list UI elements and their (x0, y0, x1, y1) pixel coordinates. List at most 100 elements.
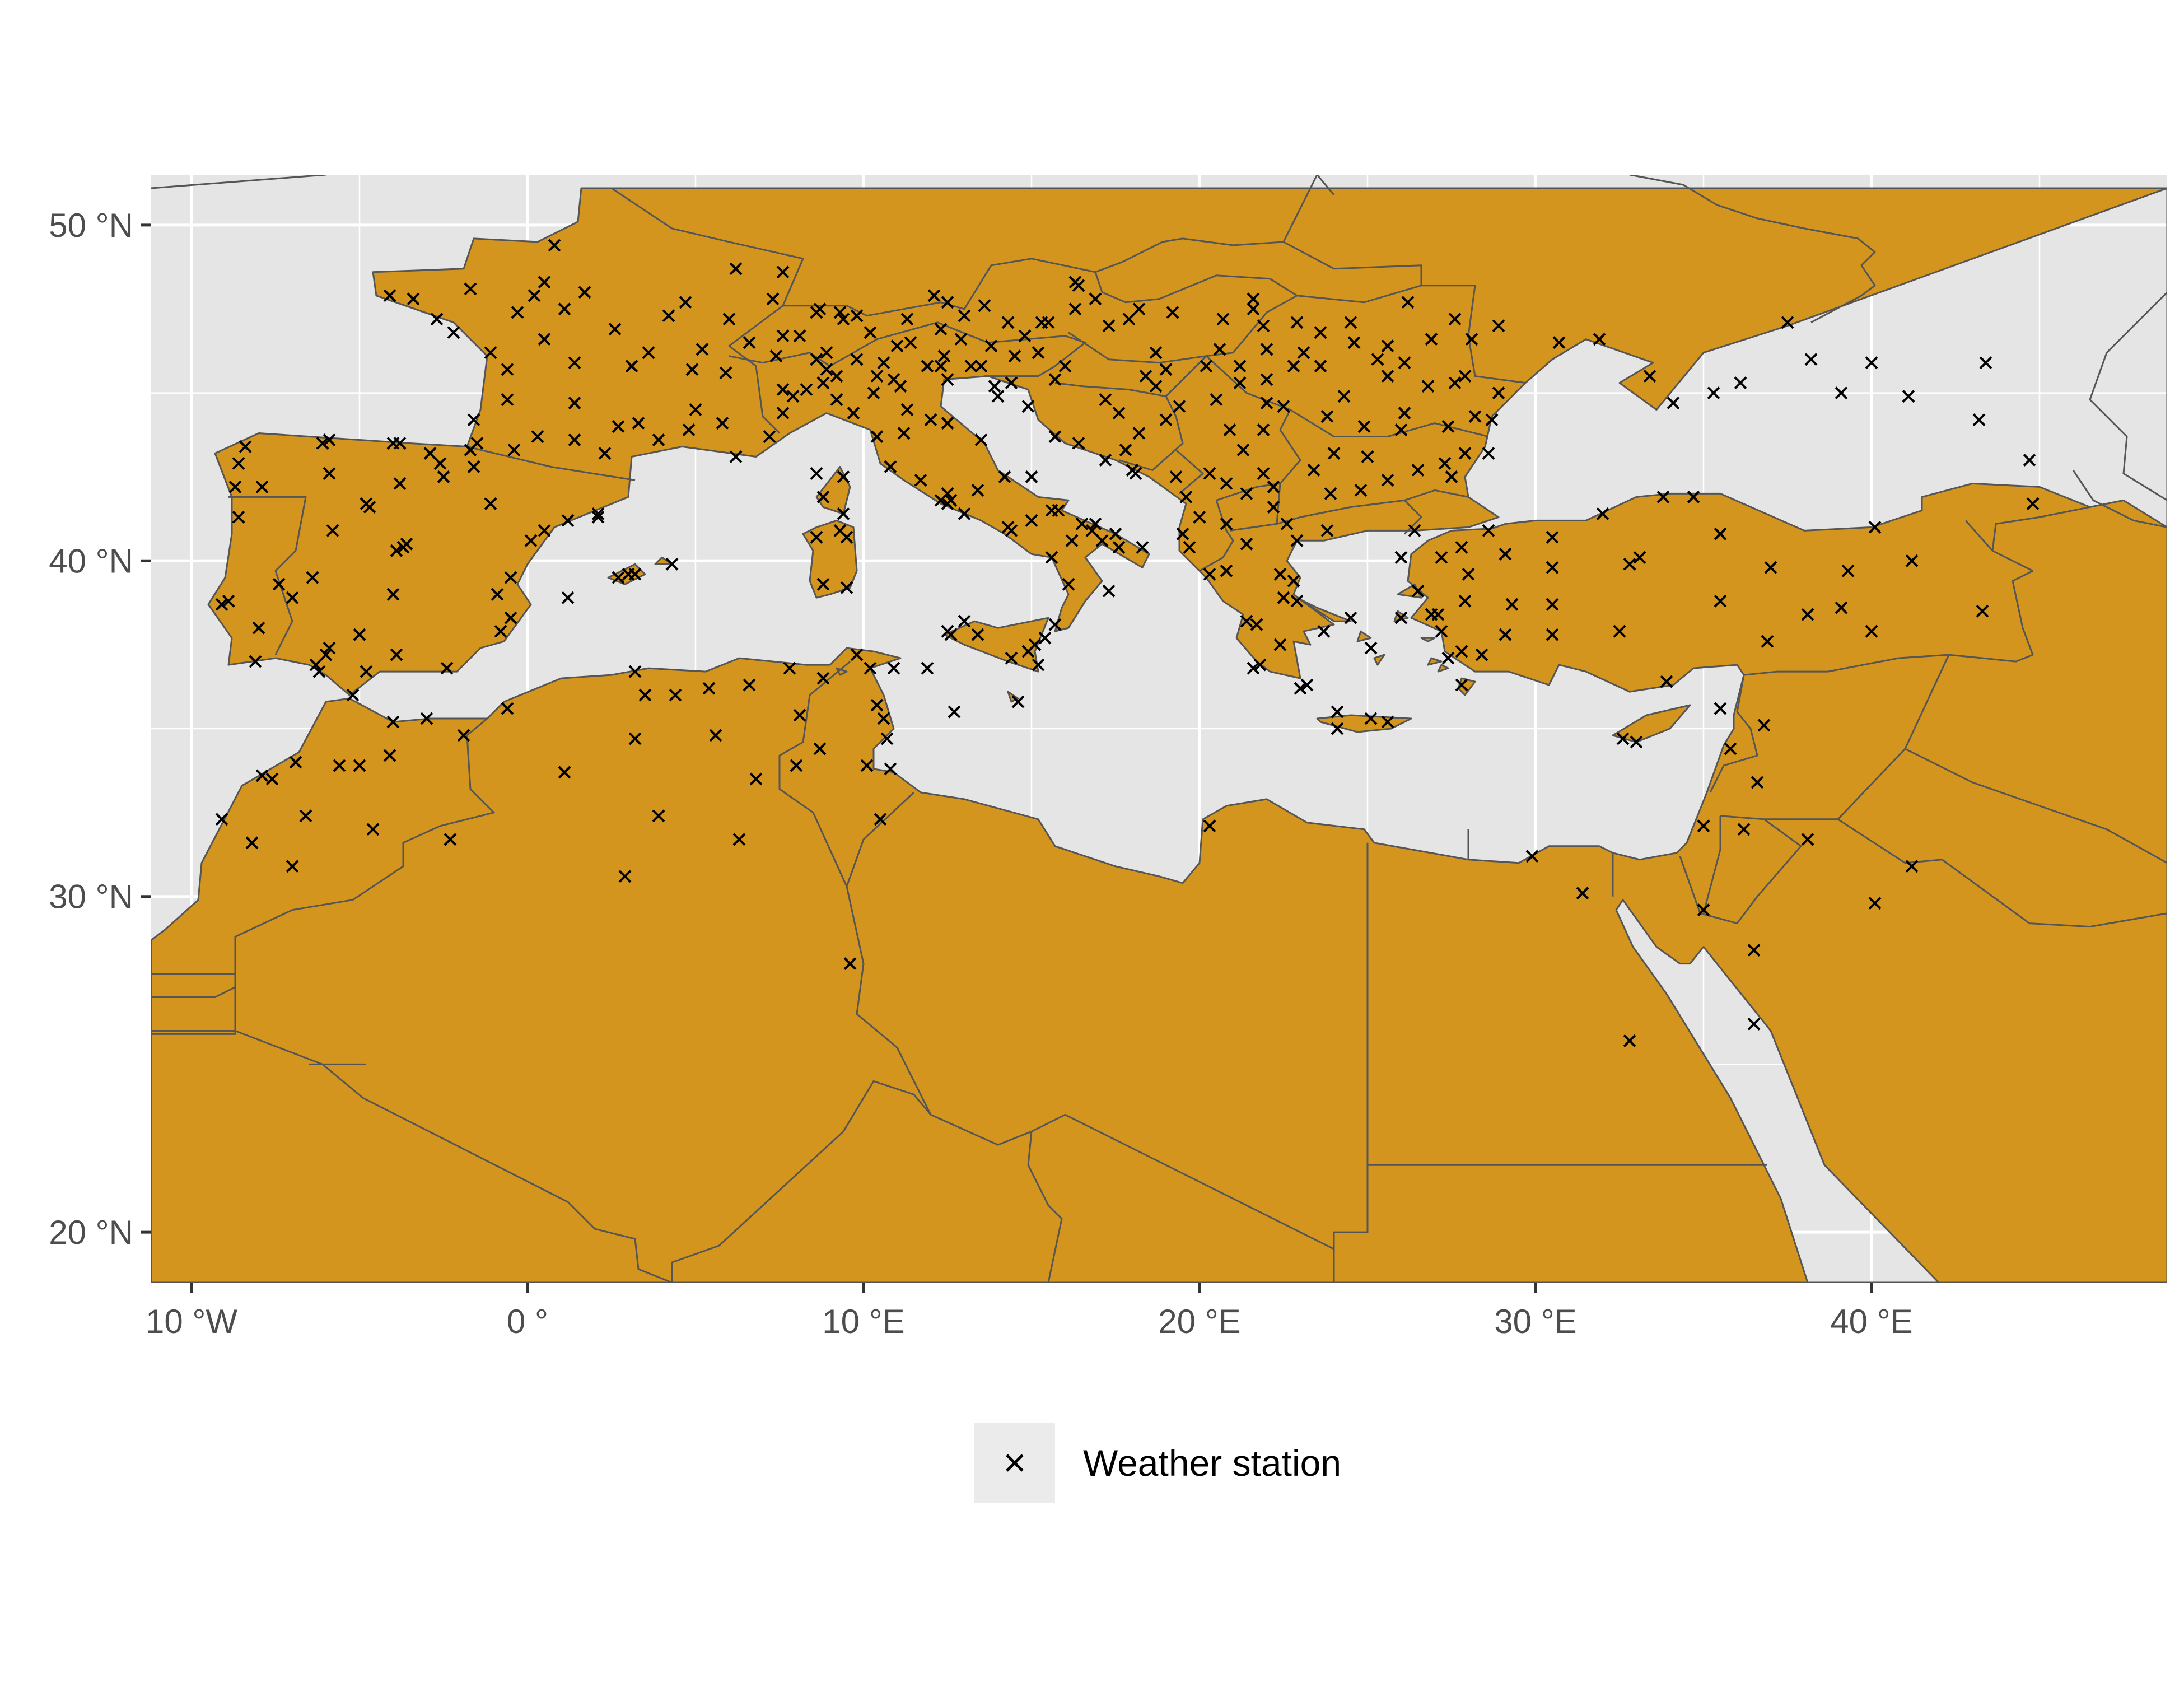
weather-station-marker (1441, 420, 1455, 433)
weather-station-marker (319, 648, 333, 661)
weather-station-marker (1438, 457, 1452, 470)
weather-station-marker (941, 417, 954, 430)
weather-station-marker (1203, 819, 1216, 833)
weather-station-marker (776, 407, 790, 419)
weather-station-marker (1546, 598, 1559, 611)
weather-station-marker (511, 306, 524, 319)
weather-station-marker (312, 665, 326, 678)
weather-station-marker (1136, 540, 1149, 554)
country-border (1102, 274, 1298, 357)
weather-station-marker (1324, 487, 1337, 500)
weather-station-marker (423, 447, 437, 460)
weather-station-marker (1455, 540, 1468, 554)
legend-label: Weather station (1083, 1442, 1342, 1484)
weather-station-marker (1408, 524, 1421, 537)
weather-station-marker (1260, 397, 1273, 410)
weather-station-marker (390, 648, 403, 661)
weather-station-marker (440, 661, 454, 675)
country-border (1031, 1113, 1334, 1250)
country-border (1679, 856, 1701, 914)
y-axis: 20 °N 30 °N 40 °N 50 °N (49, 207, 151, 1251)
weather-station-marker (504, 611, 517, 624)
weather-station-marker (1132, 302, 1146, 316)
weather-station-marker (1250, 618, 1263, 631)
x-axis: 10 °W 0 ° 10 °E 20 °E 30 °E 40 °E (146, 1283, 1913, 1340)
weather-station-marker (507, 444, 521, 456)
weather-station-marker (850, 353, 864, 366)
weather-station-marker (900, 313, 914, 326)
weather-station-marker (437, 470, 450, 483)
weather-station-marker (1593, 333, 1606, 346)
weather-station-marker (1317, 624, 1331, 638)
weather-station-marker (638, 688, 652, 702)
weather-station-marker (1707, 386, 1720, 400)
weather-station-marker (1714, 527, 1727, 540)
country-border (1702, 815, 1721, 914)
weather-station-marker (232, 510, 245, 524)
country-border (1700, 818, 1802, 925)
weather-station-marker (1277, 591, 1290, 604)
weather-station-marker (1868, 520, 1882, 534)
weather-station-marker (941, 624, 954, 638)
weather-station-marker (749, 772, 763, 786)
weather-station-marker (991, 390, 1005, 403)
weather-station-marker (245, 836, 259, 850)
weather-station-marker (1065, 534, 1079, 547)
weather-station-marker (1240, 487, 1253, 500)
country-border (1027, 1131, 1063, 1283)
weather-station-marker (1660, 675, 1673, 688)
weather-station-marker (870, 698, 884, 712)
weather-station-marker (470, 437, 484, 450)
weather-station-marker (1159, 363, 1173, 376)
weather-station-marker (430, 313, 444, 326)
weather-station-marker (528, 289, 541, 302)
weather-station-marker (1327, 447, 1341, 460)
weather-station-marker (1220, 517, 1233, 530)
weather-station-marker (1287, 574, 1300, 588)
weather-station-marker (538, 333, 551, 346)
weather-station-marker (850, 309, 864, 323)
weather-station-marker (1025, 470, 1038, 483)
weather-station-marker (1835, 386, 1848, 400)
country-border (1282, 175, 1318, 243)
weather-station-marker (1095, 534, 1109, 547)
weather-station-marker (890, 339, 904, 353)
weather-station-marker (1314, 326, 1327, 339)
weather-station-marker (810, 530, 823, 544)
weather-station-marker (1546, 530, 1559, 544)
weather-station-marker (1257, 319, 1270, 333)
weather-station-marker (1320, 524, 1334, 537)
weather-station-marker (309, 658, 323, 672)
weather-station-marker (864, 661, 877, 675)
weather-station-marker (538, 524, 551, 537)
weather-station-marker (598, 447, 612, 460)
weather-station-marker (1085, 524, 1099, 537)
weather-station-marker (366, 823, 380, 836)
weather-station-marker (743, 678, 756, 692)
weather-station-marker (1764, 561, 1777, 574)
weather-station-marker (239, 440, 252, 453)
weather-station-marker (1216, 313, 1230, 326)
weather-station-marker (501, 393, 514, 407)
weather-station-marker (837, 313, 850, 326)
weather-station-marker (1714, 702, 1727, 715)
weather-station-marker (1905, 554, 1919, 567)
weather-station-marker (1482, 447, 1495, 460)
weather-station-marker (558, 766, 571, 779)
weather-station-marker (1398, 407, 1411, 419)
weather-station-marker (1458, 447, 1472, 460)
weather-station-marker (722, 313, 736, 326)
weather-station-marker (433, 457, 447, 470)
country-border (1095, 237, 1422, 286)
weather-station-marker (941, 296, 954, 309)
weather-station-marker (1596, 507, 1609, 520)
weather-station-marker (306, 571, 319, 584)
weather-station-marker (1220, 564, 1233, 577)
weather-station-marker (1267, 481, 1280, 493)
weather-station-marker (1159, 413, 1173, 426)
weather-station-marker (682, 423, 696, 436)
weather-station-marker (1072, 437, 1085, 450)
weather-station-marker (467, 413, 480, 426)
country-border (1290, 409, 1489, 437)
land-mass (151, 187, 2167, 1283)
